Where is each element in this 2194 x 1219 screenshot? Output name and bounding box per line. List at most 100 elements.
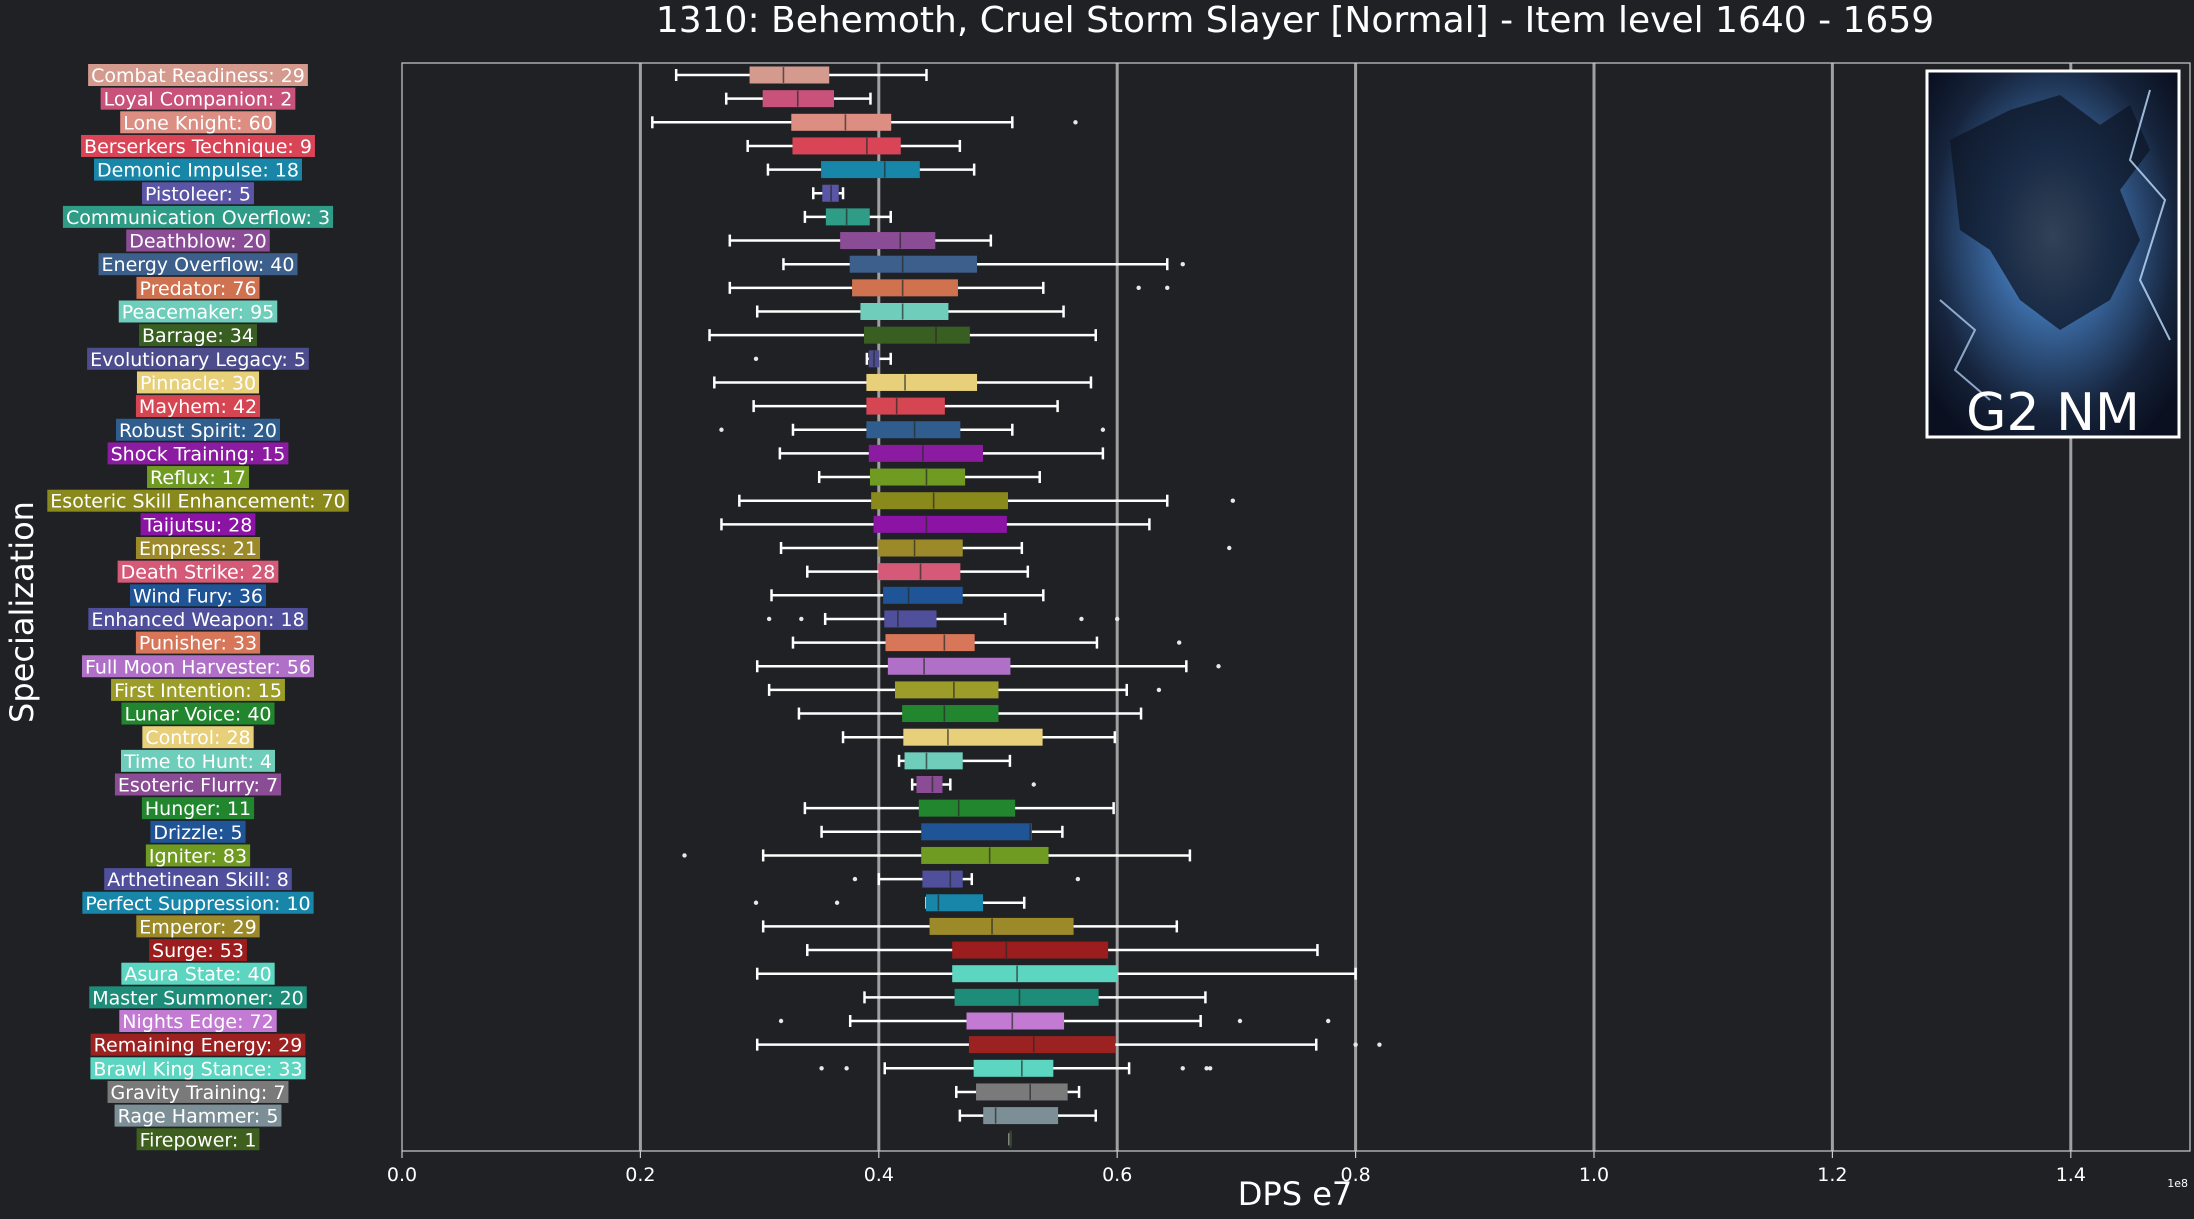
y-label-background [141, 797, 255, 820]
outlier-point [1204, 1066, 1209, 1071]
y-label-background [135, 631, 261, 654]
box-plot [811, 184, 845, 202]
y-label-background [111, 678, 285, 701]
y-tick-label: Barrage: 34 [142, 325, 254, 347]
y-label-background [62, 205, 334, 228]
outlier-point [1075, 876, 1081, 882]
box-plot [682, 846, 1192, 864]
y-label-background [136, 1128, 260, 1151]
box-plot [819, 1059, 1213, 1077]
box [904, 752, 963, 770]
y-tick-label: Demonic Impulse: 18 [97, 160, 299, 182]
y-label-background [107, 442, 289, 465]
box-plot [863, 988, 1207, 1006]
box [966, 1012, 1065, 1030]
x-tick-label: 0.6 [1102, 1164, 1132, 1186]
y-label-background [120, 749, 276, 772]
y-label-background [104, 868, 292, 891]
box-plot [852, 870, 1081, 888]
box [869, 468, 966, 486]
box-plot [755, 303, 1065, 320]
box-plots [651, 66, 1382, 1148]
y-label-background [120, 111, 276, 134]
box [968, 1036, 1116, 1054]
box [973, 1059, 1054, 1077]
box-plot [806, 563, 1030, 581]
box [866, 373, 978, 391]
boss-image-label: G2 NM [1966, 383, 2140, 443]
box-plot [897, 752, 1012, 770]
box [916, 776, 943, 793]
outlier-point [1227, 545, 1232, 551]
outlier-point [844, 1066, 849, 1071]
y-label-background [89, 986, 307, 1009]
outlier-point [834, 900, 840, 905]
box-plot [820, 823, 1064, 841]
y-tick-label: Master Summoner: 20 [92, 987, 304, 1009]
box-plot [817, 468, 1041, 486]
y-tick-label: Gravity Training: 7 [111, 1082, 286, 1104]
y-tick-label: Lone Knight: 60 [123, 112, 273, 134]
box-plot [779, 539, 1232, 557]
box [894, 681, 999, 699]
box-plot [778, 444, 1105, 462]
outlier-point [1156, 687, 1162, 693]
y-tick-label: Pistoleer: 5 [145, 183, 251, 205]
y-tick-label: Brawl King Stance: 33 [93, 1058, 302, 1080]
y-label-background [88, 607, 308, 630]
y-tick-label: Evolutionary Legacy: 5 [90, 349, 306, 371]
box [860, 303, 949, 320]
outlier-point [1100, 427, 1106, 432]
box-plot [651, 113, 1078, 131]
box [954, 988, 1099, 1006]
outlier-point [1180, 1066, 1185, 1071]
box-plot [910, 776, 1036, 793]
outlier-point [819, 1066, 824, 1071]
box [903, 728, 1043, 746]
box-plot [713, 373, 1093, 391]
outlier-point [682, 853, 687, 858]
y-tick-label: Berserkers Technique: 9 [84, 136, 312, 158]
box [902, 705, 999, 723]
box [852, 279, 958, 297]
box-plot [803, 208, 892, 226]
box-plot [728, 232, 993, 250]
box-plot [738, 492, 1236, 510]
box-plot [752, 397, 1059, 415]
box [868, 444, 984, 462]
box-plot [724, 90, 872, 108]
outlier-point [1325, 1018, 1331, 1024]
box [983, 1107, 1059, 1125]
outlier-point [852, 876, 858, 882]
outlier-point [1377, 1042, 1382, 1047]
chart-title: 1310: Behemoth, Cruel Storm Slayer [Norm… [656, 0, 1934, 41]
box-plot [955, 1083, 1081, 1101]
dragon-silhouette-icon [1950, 95, 2150, 330]
box-plot [719, 421, 1106, 439]
box [821, 161, 920, 179]
y-tick-label: Control: 28 [145, 727, 250, 749]
y-label-background [82, 891, 314, 914]
y-label-background [114, 1104, 282, 1127]
y-tick-label: Esoteric Skill Enhancement: 70 [50, 491, 345, 513]
y-label-background [136, 915, 260, 938]
box-plot [755, 657, 1221, 675]
outlier-point [753, 356, 759, 361]
box-plot [803, 799, 1115, 817]
y-tick-label: Shock Training: 15 [111, 443, 286, 465]
y-label-background [118, 300, 278, 323]
box [884, 610, 937, 628]
outlier-point [1079, 616, 1084, 622]
box [885, 634, 975, 652]
box-plot [767, 681, 1162, 699]
x-tick-label: 1.0 [1579, 1164, 1609, 1186]
box [921, 823, 1032, 841]
plot-frame [401, 62, 2191, 1152]
box [866, 421, 961, 439]
y-label-background [142, 182, 254, 205]
box [749, 66, 830, 84]
y-tick-label: Taijutsu: 28 [143, 514, 253, 536]
y-tick-label: Rage Hammer: 5 [118, 1106, 279, 1128]
y-tick-label: Communication Overflow: 3 [66, 207, 330, 229]
y-label-background [139, 324, 257, 347]
